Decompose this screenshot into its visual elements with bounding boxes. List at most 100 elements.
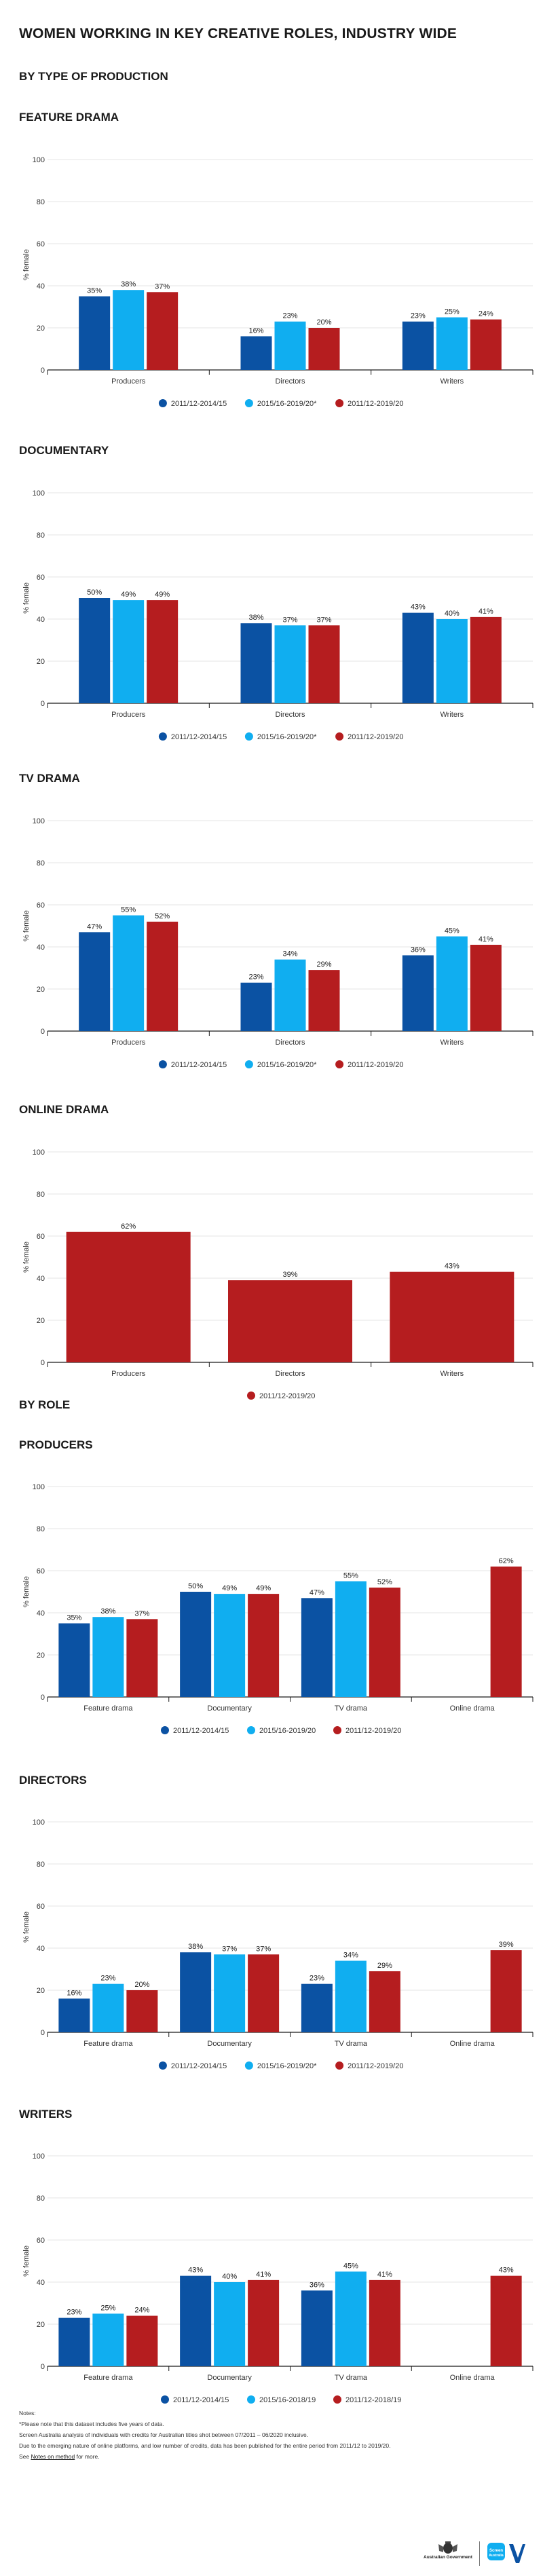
data-label: 38% [121,280,136,288]
bar-directors-2015-16-2019-20 [274,959,306,1031]
data-label: 40% [445,610,460,618]
chart-writers: 0 20 40 60 80 100 % female 23% 25% 24% Feature dra… [0,2132,543,2431]
chart-online-drama: 0 20 40 60 80 100 % female 62% Producers 39% Direc… [0,1128,543,1427]
y-tick-label: 0 [41,1694,45,1702]
y-tick-label: 60 [37,240,45,248]
legend-marker [333,2395,341,2404]
bar-producers-2015-16-2019-20 [113,915,145,1031]
chart-title-feature-drama: FEATURE DRAMA [19,111,119,124]
notes-line: *Please note that this dataset includes … [19,2421,164,2427]
bar-documentary-2015-16-2019-20 [214,1594,246,1697]
data-label: 20% [134,1981,149,1989]
y-tick-label: 20 [37,986,45,994]
x-tick-label: Feature drama [83,2374,133,2382]
notes-on-method-link[interactable]: Notes on method [31,2453,75,2460]
x-tick-label: Producers [111,1370,146,1378]
notes-line: See Notes on method for more. [19,2451,391,2462]
legend-marker [247,2395,255,2404]
y-tick-label: 40 [37,2279,45,2287]
bar-writers-2011-12-2019-20 [470,319,502,370]
bar-directors-2011-12-2014-15 [240,336,272,370]
legend-marker [247,1392,255,1400]
legend-marker [333,1726,341,1734]
bar-tv-drama-2011-12-2014-15 [301,2290,333,2366]
legend-label: 2011/12-2019/20 [348,1061,403,1069]
data-label: 34% [282,950,297,958]
data-label: 49% [222,1584,237,1592]
y-tick-label: 20 [37,324,45,333]
bar-directors-2011-12-2014-15 [240,982,272,1031]
x-tick-label: Online drama [450,2374,495,2382]
legend-label: 2015/16-2019/20* [257,733,317,741]
x-tick-label: Writers [441,377,464,386]
y-tick-label: 100 [33,156,45,164]
legend-marker [244,1060,253,1068]
y-tick-label: 20 [37,1317,45,1325]
chart-producers: 0 20 40 60 80 100 % female 35% 38% 37% Feature dra… [0,1463,543,1761]
bar-feature-drama-2011-12-2014-15 [58,2317,90,2366]
data-label: 35% [67,1614,81,1622]
legend-label: 2011/12-2014/15 [171,1061,227,1069]
chart-title-producers: PRODUCERS [19,1438,93,1451]
y-tick-label: 100 [33,1149,45,1157]
x-tick-label: Documentary [207,2374,252,2382]
bar-documentary-2011-12-2019-20 [248,1954,280,2032]
legend-marker [244,399,253,407]
bar-tv-drama-2011-12-2014-15 [301,1983,333,2032]
data-label: 39% [499,1941,514,1949]
bar-producers-2011-12-2014-15 [79,296,111,370]
y-tick-label: 80 [37,2195,45,2203]
bar-writers-2015-16-2019-20 [436,936,468,1031]
data-label: 37% [134,1609,149,1618]
bar-documentary-2015-16-2018-19 [214,2282,246,2366]
data-label: 62% [121,1222,136,1231]
y-tick-label: 20 [37,2321,45,2329]
svg-text:Screen: Screen [489,2549,503,2553]
y-tick-label: 40 [37,616,45,624]
x-tick-label: Online drama [450,1704,495,1713]
data-label: 62% [499,1557,514,1565]
legend-marker [335,732,344,741]
bar-producers-2011-12-2019-20 [66,1231,191,1362]
y-tick-label: 100 [33,489,45,498]
chart-tv-drama: 0 20 40 60 80 100 % female 47% 55% 52% Producers 23… [0,797,543,1096]
legend-label: 2011/12-2019/20 [345,1727,401,1735]
data-label: 25% [445,308,460,316]
bar-producers-2011-12-2019-20 [147,292,179,370]
bar-directors-2011-12-2019-20 [228,1280,352,1362]
data-label: 36% [310,2281,324,2289]
data-label: 41% [377,2271,392,2279]
legend-marker [335,1060,344,1068]
y-tick-label: 40 [37,1275,45,1283]
x-tick-label: Documentary [207,1704,252,1713]
notes-for-more: for more. [75,2453,100,2460]
x-tick-label: Writers [441,1039,464,1047]
y-tick-label: 60 [37,1567,45,1575]
chart-title-tv-drama: TV DRAMA [19,772,80,785]
chart-directors: 0 20 40 60 80 100 % female 16% 23% 20% Feature dra… [0,1798,543,2097]
x-tick-label: Feature drama [83,2040,133,2048]
y-tick-label: 80 [37,531,45,540]
data-label: 47% [87,922,102,931]
data-label: 55% [121,906,136,914]
section-title-by-role: BY ROLE [19,1398,71,1411]
data-label: 37% [155,282,170,291]
y-tick-label: 100 [33,817,45,825]
bar-writers-2011-12-2019-20 [470,616,502,703]
y-tick-label: 40 [37,944,45,952]
bar-producers-2011-12-2019-20 [147,600,179,703]
y-tick-label: 40 [37,282,45,291]
bar-documentary-2011-12-2018-19 [248,2279,280,2366]
x-tick-label: TV drama [335,2374,368,2382]
bar-documentary-2011-12-2019-20 [248,1594,280,1697]
y-axis-label: % female [22,249,31,280]
data-label: 43% [411,603,426,612]
bar-feature-drama-2011-12-2019-20 [126,1619,158,1697]
legend-marker [161,1726,169,1734]
bar-directors-2015-16-2019-20 [274,625,306,703]
x-tick-label: Directors [275,1370,305,1378]
data-label: 38% [188,1943,203,1951]
legend-label: 2011/12-2018/19 [345,2396,401,2404]
y-tick-label: 100 [33,1818,45,1827]
